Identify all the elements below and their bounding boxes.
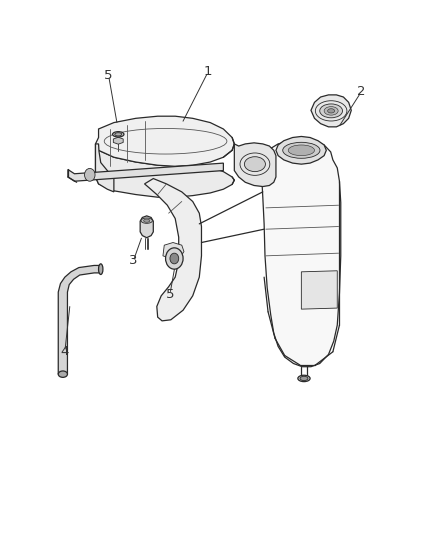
Text: 1: 1 xyxy=(204,66,212,78)
Polygon shape xyxy=(95,116,234,166)
Ellipse shape xyxy=(283,142,320,158)
Ellipse shape xyxy=(141,218,152,223)
Polygon shape xyxy=(113,138,123,144)
Ellipse shape xyxy=(320,104,343,118)
Ellipse shape xyxy=(113,132,124,137)
Text: 2: 2 xyxy=(357,85,366,98)
Polygon shape xyxy=(163,243,184,259)
Ellipse shape xyxy=(58,371,67,377)
Polygon shape xyxy=(58,265,101,374)
Ellipse shape xyxy=(328,109,335,113)
Text: 5: 5 xyxy=(104,69,113,82)
Polygon shape xyxy=(140,216,153,238)
Ellipse shape xyxy=(300,376,308,381)
Polygon shape xyxy=(95,144,114,192)
Text: 4: 4 xyxy=(60,345,69,358)
Text: 5: 5 xyxy=(166,288,174,301)
Circle shape xyxy=(170,253,179,264)
Polygon shape xyxy=(234,143,276,187)
Circle shape xyxy=(166,248,183,269)
Polygon shape xyxy=(68,163,223,181)
Ellipse shape xyxy=(244,157,265,172)
Ellipse shape xyxy=(144,219,150,222)
Polygon shape xyxy=(276,136,326,164)
Polygon shape xyxy=(95,144,234,197)
Ellipse shape xyxy=(298,375,310,382)
Ellipse shape xyxy=(288,145,314,156)
Polygon shape xyxy=(261,140,341,367)
Polygon shape xyxy=(311,95,351,127)
Polygon shape xyxy=(301,271,337,309)
Polygon shape xyxy=(145,179,201,321)
Ellipse shape xyxy=(324,107,338,115)
Circle shape xyxy=(85,168,95,181)
Ellipse shape xyxy=(99,264,103,274)
Text: 3: 3 xyxy=(129,254,138,266)
Ellipse shape xyxy=(115,133,122,136)
